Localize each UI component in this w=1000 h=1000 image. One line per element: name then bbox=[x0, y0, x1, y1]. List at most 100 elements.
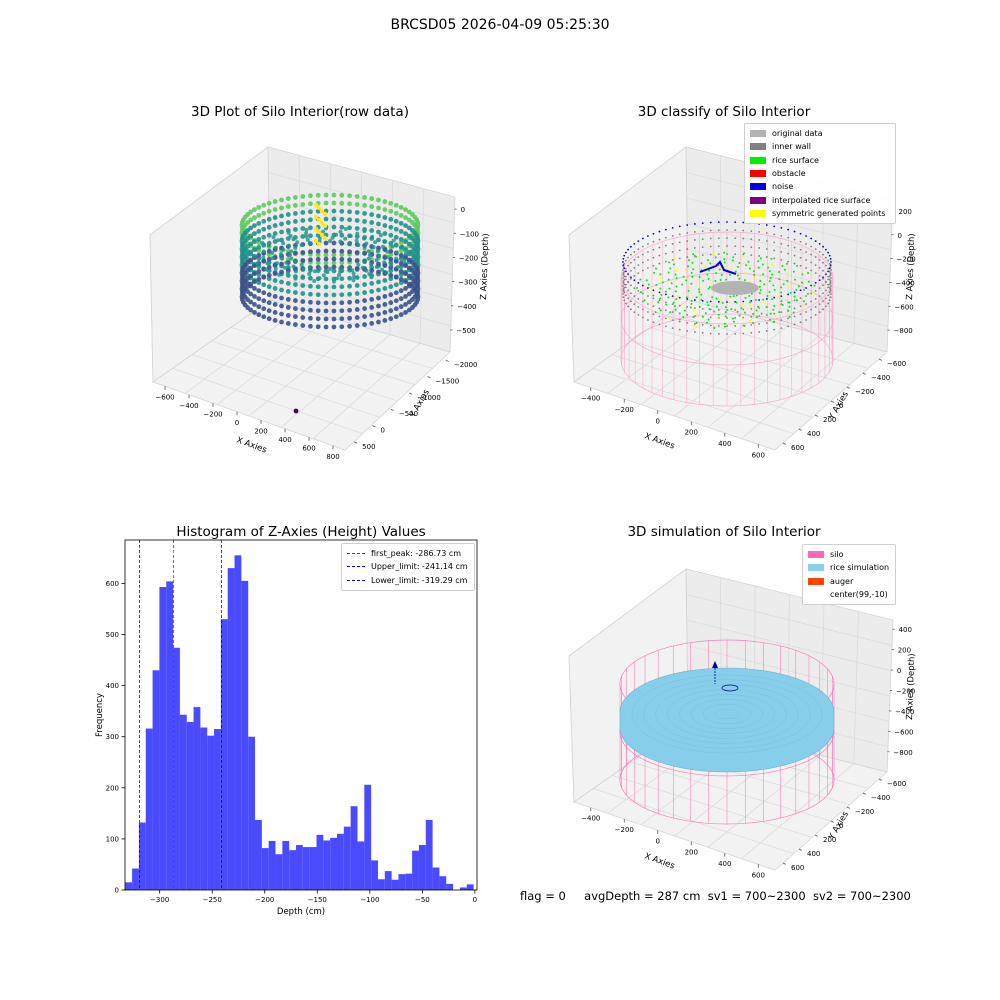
classify-surface-point bbox=[685, 296, 688, 299]
raw-point bbox=[313, 226, 319, 232]
classify-wall-point bbox=[658, 262, 661, 265]
classify-wall-point bbox=[810, 292, 813, 295]
classify-wall-point bbox=[624, 275, 627, 278]
classify-surface-point bbox=[786, 276, 789, 279]
raw-point bbox=[409, 297, 415, 302]
raw-point bbox=[388, 260, 394, 266]
classify-y-axis-label: Y Axies bbox=[826, 389, 851, 422]
classify-wall-point bbox=[750, 230, 753, 233]
raw-point bbox=[245, 233, 251, 238]
classify-wall-point bbox=[829, 296, 832, 299]
raw-point bbox=[293, 276, 298, 281]
classify-wall-point bbox=[622, 296, 625, 299]
raw-point bbox=[412, 246, 418, 252]
classify-surface-point bbox=[708, 269, 711, 272]
raw-point bbox=[369, 289, 375, 294]
raw-point bbox=[354, 307, 360, 312]
raw-point bbox=[369, 321, 375, 326]
raw-point bbox=[354, 238, 359, 243]
raw-point bbox=[388, 208, 394, 214]
classify-wall-point bbox=[828, 278, 831, 281]
raw-point bbox=[245, 268, 251, 273]
classify-wall-point bbox=[805, 303, 807, 305]
raw-point bbox=[376, 271, 381, 277]
classify-wall-point bbox=[701, 246, 704, 249]
raw-point bbox=[354, 283, 360, 288]
classify-surface-point bbox=[807, 280, 810, 283]
classify-wall-point bbox=[780, 303, 783, 306]
classify-wall-point bbox=[750, 238, 753, 241]
raw-point bbox=[239, 267, 245, 273]
raw-point bbox=[412, 222, 418, 228]
raw-point bbox=[409, 249, 415, 254]
raw-point bbox=[279, 319, 284, 325]
raw-point bbox=[369, 265, 375, 270]
raw-point bbox=[245, 289, 251, 294]
raw-gridline bbox=[268, 172, 455, 224]
raw-point bbox=[403, 239, 408, 245]
raw-point bbox=[382, 270, 388, 275]
legend-item: interpolated rice surface bbox=[750, 193, 890, 206]
raw-point bbox=[376, 287, 381, 293]
raw-point bbox=[315, 232, 321, 238]
raw-y-tick bbox=[408, 392, 413, 395]
raw-point bbox=[279, 303, 284, 309]
raw-point bbox=[376, 279, 381, 285]
raw-point bbox=[261, 226, 267, 232]
classify-wall-point bbox=[742, 332, 745, 335]
classify-wall-point bbox=[726, 237, 728, 239]
classify-surface-point bbox=[760, 312, 763, 315]
classify-surface-point bbox=[728, 273, 731, 276]
classify-surface-point bbox=[759, 279, 762, 282]
raw-point bbox=[315, 308, 321, 314]
classify-wall-point bbox=[641, 253, 644, 256]
raw-point bbox=[412, 238, 418, 244]
classify-surface-point bbox=[786, 279, 789, 282]
raw-point bbox=[242, 238, 248, 244]
classify-gridline bbox=[572, 248, 688, 334]
raw-point bbox=[319, 232, 325, 238]
raw-point bbox=[414, 235, 419, 241]
classify-wall-point bbox=[693, 239, 696, 241]
classify-surface-point bbox=[700, 262, 703, 265]
classify-noise-point bbox=[818, 242, 821, 245]
raw-point bbox=[323, 300, 329, 306]
raw-point bbox=[241, 291, 246, 297]
classify-surface-point bbox=[745, 286, 748, 289]
raw-y-tick-label: −500 bbox=[399, 410, 418, 418]
raw-point bbox=[403, 231, 408, 237]
sim-x-tick-label: 600 bbox=[752, 871, 765, 879]
classify-wall-point bbox=[830, 285, 832, 287]
raw-point bbox=[412, 230, 418, 236]
classify-wall-point bbox=[647, 303, 649, 305]
classify-surface-point bbox=[788, 315, 791, 318]
classify-noise-cluster bbox=[699, 260, 737, 275]
raw-point bbox=[291, 237, 296, 242]
legend-item: inner wall bbox=[750, 140, 890, 153]
classify-surface-point bbox=[643, 299, 646, 302]
raw-point bbox=[242, 246, 248, 252]
raw-point bbox=[415, 291, 421, 297]
raw-point bbox=[285, 268, 291, 273]
histogram-bar bbox=[446, 883, 454, 890]
raw-point bbox=[347, 267, 352, 273]
legend-item: Lower_limit: -319.29 cm bbox=[347, 574, 469, 587]
raw-point bbox=[331, 292, 337, 298]
classify-surface-point bbox=[735, 301, 738, 304]
raw-point bbox=[339, 308, 345, 314]
raw-point bbox=[347, 193, 352, 199]
raw-point bbox=[406, 233, 412, 239]
legend-item: silo bbox=[808, 548, 890, 561]
classify-noise-point bbox=[647, 287, 649, 289]
classify-surface-point bbox=[755, 316, 758, 319]
classify-surface-point bbox=[653, 271, 656, 274]
raw-point bbox=[388, 200, 394, 206]
classify-wall-point bbox=[765, 240, 768, 242]
raw-point bbox=[403, 271, 408, 277]
classify-surface-point bbox=[708, 308, 711, 311]
raw-point bbox=[389, 262, 394, 267]
legend-label: Lower_limit: -319.29 cm bbox=[371, 575, 468, 585]
classify-surface-point bbox=[694, 255, 697, 258]
raw-point bbox=[369, 212, 375, 217]
classify-wall-point bbox=[622, 285, 624, 287]
